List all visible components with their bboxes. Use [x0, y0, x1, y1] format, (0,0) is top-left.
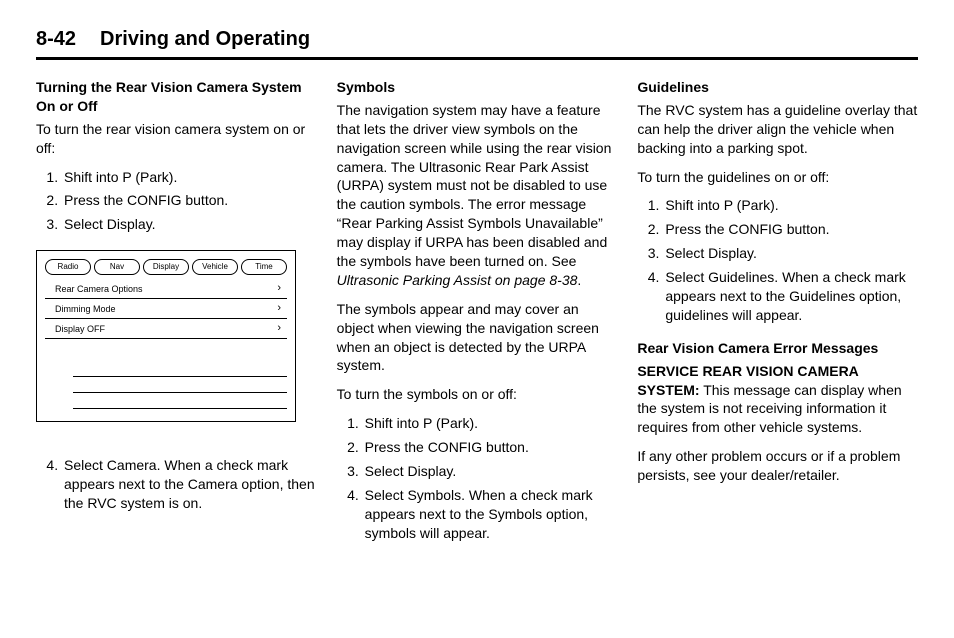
columns: Turning the Rear Vision Camera System On… [36, 78, 918, 557]
list-item: Select Symbols. When a check mark appear… [363, 486, 618, 543]
list-item: Select Camera. When a check mark appears… [62, 456, 317, 513]
page-number: 8-42 [36, 28, 76, 51]
italic-ref: Ultrasonic Parking Assist on page 8-38 [337, 272, 578, 288]
blank-row [73, 377, 287, 393]
col2-p3: To turn the symbols on or off: [337, 385, 618, 404]
col3-p3: SERVICE REAR VISION CAMERA SYSTEM: This … [637, 362, 918, 438]
list-item: Shift into P (Park). [663, 196, 918, 215]
text: The navigation system may have a feature… [337, 102, 612, 269]
header-rule [36, 57, 918, 60]
screen-inner: Radio Nav Display Vehicle Time Rear Came… [45, 259, 287, 359]
list-item: Press the CONFIG button. [363, 438, 618, 457]
col1-steps-b: Select Camera. When a check mark appears… [36, 456, 317, 513]
screen-row: Dimming Mode › [45, 299, 287, 319]
section-title: Driving and Operating [100, 28, 310, 51]
col1-steps-a: Shift into P (Park). Press the CONFIG bu… [36, 168, 317, 235]
list-item: Select Display. [663, 244, 918, 263]
col2-p1: The navigation system may have a feature… [337, 101, 618, 290]
col3-heading: Guidelines [637, 78, 918, 97]
list-item: Shift into P (Park). [363, 414, 618, 433]
screen-diagram: Radio Nav Display Vehicle Time Rear Came… [36, 250, 296, 422]
blank-row [73, 393, 287, 409]
page-root: 8-42 Driving and Operating Turning the R… [0, 0, 954, 577]
blank-row [73, 361, 287, 377]
col2-heading: Symbols [337, 78, 618, 97]
list-item: Press the CONFIG button. [62, 191, 317, 210]
screen-row-label: Rear Camera Options [55, 283, 143, 295]
screen-blank-rows [45, 361, 287, 409]
list-item: Select Guidelines. When a check mark app… [663, 268, 918, 325]
col3-steps: Shift into P (Park). Press the CONFIG bu… [637, 196, 918, 324]
screen-row: Display OFF › [45, 319, 287, 339]
screen-row-label: Dimming Mode [55, 303, 116, 315]
screen-tab: Display [143, 259, 189, 275]
col3-heading-2: Rear Vision Camera Error Messages [637, 339, 918, 358]
screen-tabs: Radio Nav Display Vehicle Time [45, 259, 287, 275]
text: . [577, 272, 581, 288]
column-2: Symbols The navigation system may have a… [337, 78, 618, 557]
col3-p4: If any other problem occurs or if a prob… [637, 447, 918, 485]
screen-tab: Nav [94, 259, 140, 275]
col3-p1: The RVC system has a guideline overlay t… [637, 101, 918, 158]
list-item: Shift into P (Park). [62, 168, 317, 187]
col2-steps: Shift into P (Park). Press the CONFIG bu… [337, 414, 618, 542]
col1-intro: To turn the rear vision camera system on… [36, 120, 317, 158]
column-1: Turning the Rear Vision Camera System On… [36, 78, 317, 557]
chevron-right-icon: › [277, 281, 281, 296]
screen-tab: Radio [45, 259, 91, 275]
list-item: Press the CONFIG button. [663, 220, 918, 239]
screen-tab: Vehicle [192, 259, 238, 275]
col3-p2: To turn the guidelines on or off: [637, 168, 918, 187]
screen-row-label: Display OFF [55, 323, 105, 335]
list-item: Select Display. [62, 215, 317, 234]
column-3: Guidelines The RVC system has a guidelin… [637, 78, 918, 557]
chevron-right-icon: › [277, 321, 281, 336]
col1-heading: Turning the Rear Vision Camera System On… [36, 78, 317, 116]
screen-row: Rear Camera Options › [45, 279, 287, 299]
col2-p2: The symbols appear and may cover an obje… [337, 300, 618, 376]
screen-tab: Time [241, 259, 287, 275]
page-header: 8-42 Driving and Operating [36, 28, 918, 51]
chevron-right-icon: › [277, 301, 281, 316]
list-item: Select Display. [363, 462, 618, 481]
